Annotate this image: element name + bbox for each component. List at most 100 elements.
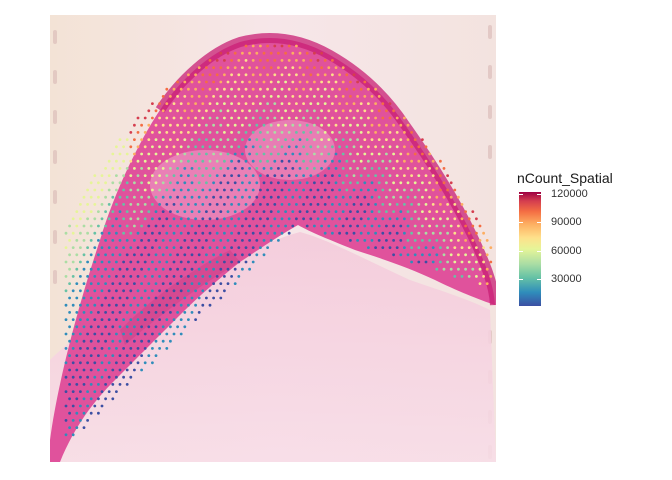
- spot: [334, 181, 338, 185]
- spot: [107, 289, 111, 293]
- spot: [219, 152, 223, 156]
- spot: [367, 231, 370, 235]
- spot: [302, 217, 305, 221]
- spot: [403, 217, 406, 221]
- spot: [377, 152, 381, 156]
- spot: [93, 289, 97, 293]
- spot: [421, 195, 424, 199]
- spot: [161, 339, 165, 343]
- spot: [187, 145, 190, 149]
- legend-tick-mark: [519, 250, 523, 252]
- spot: [338, 102, 341, 105]
- spot: [388, 246, 392, 250]
- spot: [169, 109, 172, 113]
- spot: [374, 188, 377, 192]
- spot: [262, 239, 266, 242]
- spot: [140, 368, 144, 372]
- spot: [406, 195, 410, 199]
- spot: [104, 210, 107, 214]
- spot: [215, 116, 219, 120]
- spot: [431, 231, 435, 235]
- spot: [223, 289, 226, 293]
- spot: [363, 138, 367, 142]
- spot: [100, 246, 104, 250]
- spot: [295, 203, 298, 206]
- spot: [277, 66, 280, 69]
- spot: [233, 267, 237, 271]
- spot: [439, 246, 442, 250]
- spot: [331, 116, 334, 120]
- spot: [205, 282, 208, 285]
- spot: [334, 66, 338, 69]
- spot: [143, 347, 147, 350]
- spot: [82, 239, 86, 242]
- spot: [467, 231, 471, 235]
- spot: [381, 217, 385, 221]
- spot: [133, 296, 136, 300]
- spot: [176, 80, 180, 84]
- spot: [100, 260, 104, 264]
- spot: [194, 188, 198, 192]
- spot: [219, 95, 223, 98]
- spot: [194, 217, 198, 221]
- spot: [320, 109, 323, 113]
- spot: [93, 217, 97, 221]
- spot: [320, 66, 323, 69]
- spot: [136, 246, 140, 250]
- spot: [313, 66, 316, 69]
- spot: [82, 224, 86, 228]
- spot: [259, 131, 262, 134]
- spot: [457, 224, 460, 228]
- spot: [143, 174, 147, 178]
- spot: [305, 152, 309, 156]
- spot: [291, 181, 295, 185]
- spot: [331, 217, 334, 221]
- spot: [129, 275, 133, 278]
- spot: [104, 167, 107, 170]
- spot: [100, 217, 104, 221]
- spot: [377, 138, 381, 142]
- spot: [291, 109, 295, 113]
- spot: [237, 203, 241, 206]
- spot: [323, 73, 327, 77]
- spot: [223, 203, 226, 206]
- spot: [237, 145, 241, 149]
- spot: [266, 44, 269, 48]
- spot: [370, 210, 374, 214]
- spot: [115, 318, 118, 321]
- spot: [255, 195, 259, 199]
- spot: [82, 267, 86, 271]
- spot: [201, 102, 205, 105]
- spot: [208, 145, 212, 149]
- spot: [230, 217, 234, 221]
- spot: [313, 95, 316, 98]
- spot: [248, 167, 252, 170]
- spot: [215, 231, 219, 235]
- spot: [86, 246, 89, 250]
- spot: [277, 167, 280, 170]
- spot: [64, 433, 68, 437]
- spot: [309, 217, 313, 221]
- spot: [111, 339, 115, 343]
- spot: [449, 195, 453, 199]
- spot: [68, 296, 71, 300]
- spot: [302, 145, 305, 149]
- spot: [197, 95, 201, 98]
- spot: [190, 95, 194, 98]
- spot: [345, 116, 349, 120]
- spot: [104, 354, 107, 357]
- spot: [190, 311, 194, 314]
- spot: [208, 260, 212, 264]
- spot: [151, 145, 154, 149]
- spot: [104, 282, 107, 285]
- spot: [165, 289, 169, 293]
- spot: [316, 159, 320, 163]
- spot: [363, 95, 367, 98]
- spot: [367, 159, 370, 163]
- spot: [421, 210, 424, 214]
- spot: [111, 152, 115, 156]
- spot: [417, 246, 421, 250]
- spot: [176, 109, 180, 113]
- spot: [187, 260, 190, 264]
- spot: [428, 210, 431, 214]
